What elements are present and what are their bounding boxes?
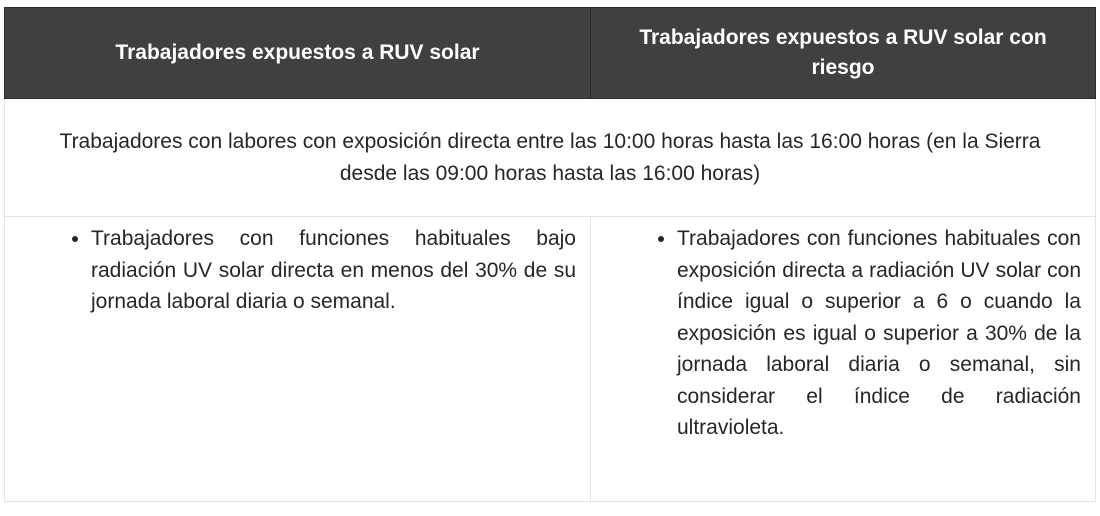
list-item: Trabajadores con funciones habituales ba…	[91, 223, 576, 318]
list-item: Trabajadores con funciones habituales co…	[677, 223, 1081, 444]
merged-cell: Trabajadores con labores con exposición …	[4, 98, 1096, 217]
uv-exposure-table: Trabajadores expuestos a RUV solar Traba…	[4, 7, 1096, 502]
header-row: Trabajadores expuestos a RUV solar Traba…	[4, 7, 1096, 99]
header-exposed: Trabajadores expuestos a RUV solar	[4, 7, 591, 99]
cell-exposed-risk: Trabajadores con funciones habituales co…	[590, 216, 1096, 502]
merged-row: Trabajadores con labores con exposición …	[4, 98, 1096, 217]
cell-exposed: Trabajadores con funciones habituales ba…	[4, 216, 591, 502]
table-row: Trabajadores con funciones habituales ba…	[4, 216, 1096, 502]
header-exposed-risk: Trabajadores expuestos a RUV solar con r…	[590, 7, 1096, 99]
